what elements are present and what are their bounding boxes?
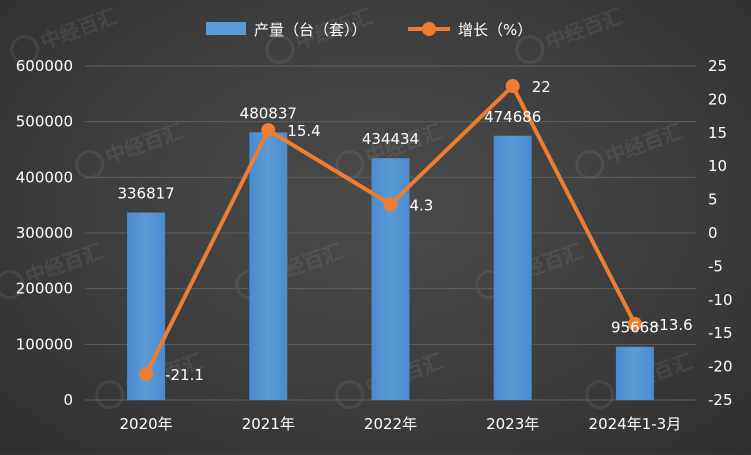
y-right-tick-label: 15 bbox=[708, 124, 727, 142]
y-right-tick-label: -5 bbox=[708, 257, 723, 275]
bar bbox=[493, 135, 532, 401]
legend-swatch-bar bbox=[206, 22, 246, 35]
growth-value-label: 15.4 bbox=[287, 122, 320, 140]
y-right-tick-label: -25 bbox=[708, 391, 733, 409]
watermark: 中经百汇 bbox=[575, 119, 686, 180]
growth-value-label: 22 bbox=[532, 78, 551, 96]
line-marker bbox=[383, 197, 398, 212]
y-left-tick-label: 600000 bbox=[16, 57, 73, 75]
growth-value-label: -21.1 bbox=[165, 366, 204, 384]
legend-label-bar: 产量（台（套）） bbox=[254, 21, 367, 39]
y-right-tick-label: 25 bbox=[708, 57, 727, 75]
legend: 产量（台（套）） 增长（%） bbox=[206, 21, 532, 39]
x-tick-label: 2021年 bbox=[242, 415, 295, 433]
x-tick-label: 2022年 bbox=[364, 415, 417, 433]
y-right-tick-label: -15 bbox=[708, 324, 733, 342]
x-tick-label: 2023年 bbox=[486, 415, 539, 433]
x-tick-label: 2020年 bbox=[120, 415, 173, 433]
svg-text:中经百汇: 中经百汇 bbox=[102, 119, 185, 169]
y-right-tick-label: -10 bbox=[708, 291, 733, 309]
line-series bbox=[139, 79, 642, 381]
legend-swatch-marker bbox=[422, 22, 436, 36]
y-left-tick-label: 0 bbox=[63, 391, 73, 409]
watermark: 中经百汇 bbox=[75, 119, 186, 180]
y-left-tick-label: 500000 bbox=[16, 113, 73, 131]
bar-series bbox=[127, 132, 654, 401]
bar-value-label: 95668 bbox=[611, 319, 659, 337]
bar bbox=[615, 346, 654, 400]
line-marker bbox=[505, 79, 520, 94]
line-marker bbox=[627, 316, 642, 331]
y-right-tick-label: 0 bbox=[708, 224, 718, 242]
x-tick-label: 2024年1-3月 bbox=[589, 415, 682, 433]
growth-value-label: -13.6 bbox=[654, 316, 693, 334]
y-right-tick-label: 20 bbox=[708, 90, 727, 108]
svg-text:中经百汇: 中经百汇 bbox=[602, 119, 685, 169]
growth-value-label: 4.3 bbox=[410, 196, 434, 214]
y-right-tick-label: 5 bbox=[708, 191, 718, 209]
bar-value-label: 480837 bbox=[240, 104, 297, 122]
svg-text:中经百汇: 中经百汇 bbox=[37, 4, 120, 54]
y-left-tick-label: 100000 bbox=[16, 335, 73, 353]
line-marker bbox=[139, 366, 154, 381]
y-right-tick-label: -20 bbox=[708, 358, 733, 376]
bar-value-label: 434434 bbox=[362, 130, 419, 148]
svg-text:中经百汇: 中经百汇 bbox=[542, 4, 625, 54]
bar bbox=[249, 132, 288, 400]
y-left-tick-label: 200000 bbox=[16, 280, 73, 298]
y-left-tick-label: 400000 bbox=[16, 168, 73, 186]
bar-value-label: 336817 bbox=[117, 185, 174, 203]
axes: 0 100000 200000 300000 400000 500000 600000 -25… bbox=[16, 57, 733, 433]
bar-value-label: 474686 bbox=[484, 108, 541, 126]
legend-label-line: 增长（%） bbox=[458, 21, 532, 39]
line-marker bbox=[261, 123, 276, 138]
y-right-tick-label: 10 bbox=[708, 157, 727, 175]
data-labels: 336817 480837 434434 474686 95668 -21.1 15.4 4.… bbox=[117, 78, 692, 384]
y-left-tick-label: 300000 bbox=[16, 224, 73, 242]
